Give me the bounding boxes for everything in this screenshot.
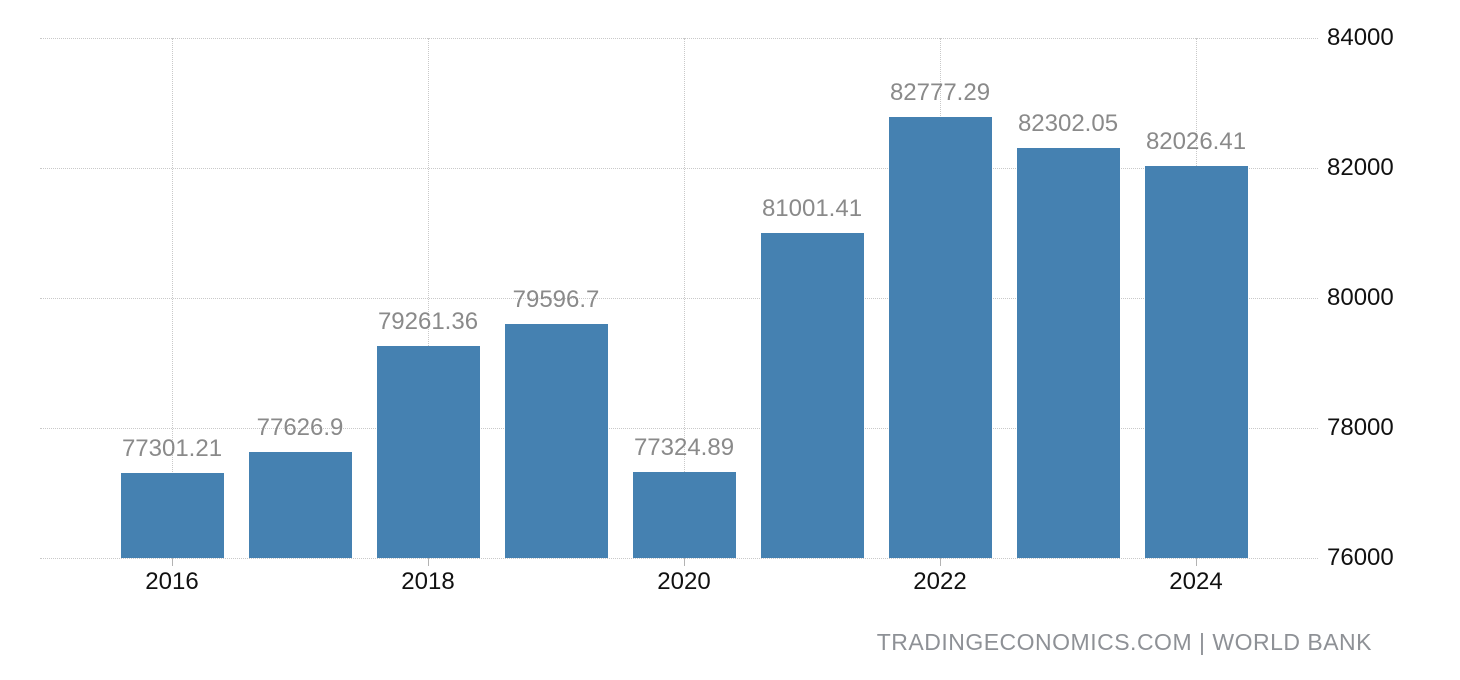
x-tick-mark [428,558,429,566]
x-tick-mark [684,558,685,566]
y-gridline [40,168,1318,169]
x-gridline [172,38,173,558]
y-tick-label: 84000 [1327,24,1394,51]
x-tick-mark [172,558,173,566]
x-gridline [428,38,429,558]
bar-value-label: 82026.41 [1145,128,1247,156]
bar-value-label: 79261.36 [377,308,479,335]
y-gridline [40,298,1318,299]
x-tick-label: 2020 [657,568,711,595]
bar-2021[interactable] [760,232,864,558]
x-tick-label: 2016 [145,568,199,595]
y-tick-label: 80000 [1327,284,1394,311]
bar-value-label: 82777.29 [889,79,991,107]
x-gridline [684,38,685,558]
bar-2020[interactable] [632,471,736,558]
y-tick-label: 78000 [1327,414,1394,441]
bar-2023[interactable] [1016,148,1120,558]
bar-value-label: 77301.21 [121,435,223,463]
x-tick-label: 2022 [913,568,967,595]
bar-2018[interactable] [376,346,480,558]
x-tick-mark [1196,558,1197,566]
bar-2017[interactable] [248,452,352,558]
x-tick-label: 2024 [1169,568,1223,595]
bar-value-label: 77324.89 [633,433,735,461]
bar-2016[interactable] [120,473,224,558]
y-gridline [40,558,1318,559]
x-tick-mark [940,558,941,566]
bar-2019[interactable] [504,324,608,558]
y-tick-label: 76000 [1327,544,1394,571]
attribution-text: TRADINGECONOMICS.COM | WORLD BANK [876,629,1372,655]
y-gridline [40,38,1318,39]
bar-value-label: 79596.7 [512,286,600,314]
y-tick-label: 82000 [1327,154,1394,181]
bar-2022[interactable] [888,117,992,558]
bar-value-label: 82302.05 [1017,110,1119,138]
bar-value-label: 81001.41 [761,194,863,222]
bar-2024[interactable] [1144,166,1248,558]
x-tick-label: 2018 [401,568,455,595]
bar-value-label: 77626.9 [256,414,344,442]
y-gridline [40,428,1318,429]
